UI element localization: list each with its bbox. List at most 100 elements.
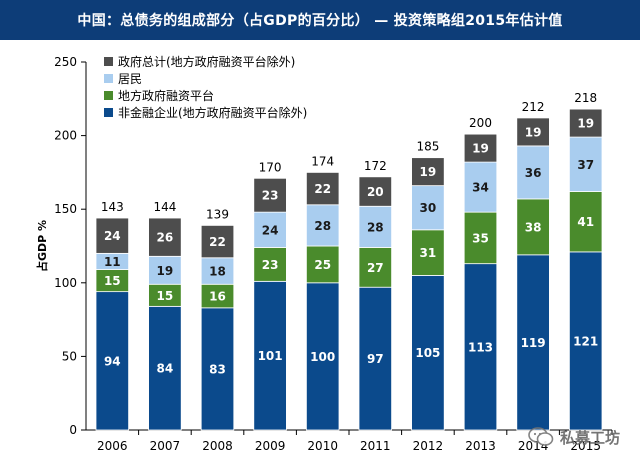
data-label: 30 — [420, 201, 437, 215]
x-tick-label: 2008 — [202, 439, 233, 453]
data-label: 22 — [314, 182, 331, 196]
legend-swatch — [104, 57, 113, 66]
data-label: 23 — [262, 258, 279, 272]
watermark-text: 私募工坊 — [559, 428, 620, 447]
y-axis-label: 占GDP % — [35, 220, 49, 272]
total-label: 139 — [206, 207, 229, 221]
legend-swatch — [104, 91, 113, 100]
bar-segment — [463, 161, 498, 213]
total-label: 172 — [364, 159, 387, 173]
y-tick-label: 0 — [69, 423, 77, 437]
x-tick-label: 2015 — [570, 439, 601, 453]
bar-segment — [358, 286, 393, 431]
data-label: 19 — [157, 264, 174, 278]
y-tick-label: 150 — [54, 202, 77, 216]
data-label: 83 — [209, 362, 226, 376]
chart-title: 中国：总债务的组成部分（占GDP的百分比） — 投资策略组2015年估计值 — [0, 0, 640, 40]
legend-label: 非金融企业(地方政府融资平台除外) — [118, 105, 307, 120]
chat-bubble-icon — [528, 427, 554, 446]
data-label: 19 — [420, 165, 437, 179]
data-label: 24 — [262, 223, 279, 237]
data-label: 119 — [521, 336, 546, 350]
bar-segment — [253, 280, 287, 431]
bar-segment — [253, 211, 287, 248]
bar-segment — [463, 211, 498, 265]
data-label: 41 — [577, 215, 594, 229]
total-label: 185 — [416, 140, 439, 154]
total-label: 170 — [259, 160, 282, 174]
y-tick-label: 50 — [62, 349, 77, 363]
bar-segment — [463, 133, 498, 163]
data-label: 37 — [577, 158, 594, 172]
data-label: 105 — [415, 346, 440, 360]
x-tick-label: 2011 — [360, 439, 391, 453]
x-tick-label: 2013 — [465, 439, 496, 453]
bar-segment — [253, 247, 287, 282]
data-label: 22 — [209, 235, 226, 249]
data-label: 34 — [472, 181, 489, 195]
data-label: 28 — [367, 220, 384, 234]
data-label: 113 — [468, 340, 493, 354]
bar-segment — [148, 255, 182, 285]
bar-segment — [411, 157, 445, 187]
total-label: 218 — [574, 91, 597, 105]
total-label: 212 — [522, 100, 545, 114]
y-tick-label: 100 — [54, 276, 77, 290]
bar-segment — [305, 282, 340, 431]
data-label: 19 — [525, 125, 542, 139]
legend-label: 居民 — [118, 72, 142, 86]
total-label: 174 — [311, 154, 334, 168]
data-label: 11 — [104, 255, 121, 269]
bar-segment — [516, 145, 550, 200]
bar-segment — [305, 171, 340, 206]
data-label: 26 — [157, 231, 174, 245]
bar-segment — [305, 204, 340, 247]
bar-segment — [358, 176, 393, 207]
data-label: 28 — [314, 219, 331, 233]
bar-segment — [200, 307, 235, 431]
x-tick-label: 2010 — [307, 439, 338, 453]
bar-segment — [411, 275, 445, 431]
bar-segment — [463, 263, 498, 431]
data-label: 36 — [525, 166, 542, 180]
data-label: 19 — [472, 142, 489, 156]
x-tick-label: 2012 — [413, 439, 444, 453]
total-label: 200 — [469, 116, 492, 130]
data-label: 31 — [420, 246, 437, 260]
bar-segment — [568, 251, 603, 431]
data-label: 18 — [209, 265, 226, 279]
bar-segment — [516, 198, 550, 256]
total-label: 143 — [101, 200, 124, 214]
bar-segment — [358, 205, 393, 248]
data-label: 27 — [367, 261, 384, 275]
legend-swatch — [104, 108, 113, 117]
data-label: 15 — [104, 274, 121, 288]
bar-segment — [516, 117, 550, 147]
data-label: 24 — [104, 229, 121, 243]
data-label: 84 — [157, 362, 174, 376]
bar-segment — [148, 305, 182, 431]
data-label: 100 — [310, 350, 335, 364]
data-label: 15 — [157, 289, 174, 303]
data-label: 20 — [367, 185, 384, 199]
data-label: 94 — [104, 354, 121, 368]
total-label: 144 — [153, 200, 176, 214]
data-label: 101 — [258, 349, 283, 363]
bar-segment — [95, 291, 130, 431]
data-label: 23 — [262, 189, 279, 203]
bar-segment — [568, 108, 603, 138]
bar-segment — [148, 217, 182, 257]
data-label: 97 — [367, 352, 384, 366]
data-label: 19 — [577, 117, 594, 131]
bar-segment — [253, 177, 287, 213]
bar-segment — [411, 229, 445, 276]
bar-segment — [200, 224, 235, 259]
x-tick-label: 2009 — [255, 439, 286, 453]
data-label: 121 — [573, 334, 598, 348]
y-tick-label: 250 — [54, 55, 77, 69]
y-tick-label: 200 — [54, 129, 77, 143]
data-label: 38 — [525, 220, 542, 234]
data-label: 25 — [314, 258, 331, 272]
data-label: 16 — [209, 290, 226, 304]
